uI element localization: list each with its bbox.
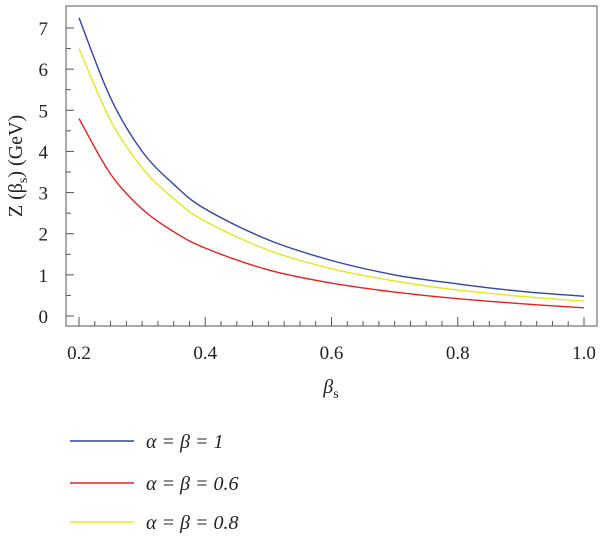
y-tick-label: 4: [39, 142, 49, 163]
x-tick-label: 0.8: [446, 343, 470, 364]
y-tick-label: 6: [39, 60, 49, 81]
y-tick-label: 2: [39, 225, 49, 246]
y-axis-label: Z (βs) (GeV): [5, 115, 31, 217]
series-lines: [78, 17, 585, 309]
y-axis-label-main: Z (β: [5, 183, 27, 217]
y-axis-label-sub: s: [16, 178, 31, 183]
y-axis-label-suffix: ) (GeV): [5, 115, 27, 178]
legend-label: α = β = 0.8: [146, 512, 238, 533]
series-line-0: [78, 17, 585, 297]
y-tick-label: 1: [39, 266, 49, 287]
series-line-2: [78, 48, 585, 302]
y-tick-label: 3: [39, 184, 49, 205]
legend-label: α = β = 0.6: [146, 473, 238, 495]
x-axis-label-sub: s: [333, 387, 338, 402]
axes: [65, 5, 598, 327]
y-tick-label: 0: [39, 307, 49, 328]
y-tick-label: 7: [39, 19, 49, 40]
x-tick-label: 1.0: [572, 343, 596, 364]
y-axis-ticks: 0 1 2 3 4 5 6 7: [39, 19, 74, 328]
x-axis-label-main: β: [322, 376, 333, 398]
legend-label: α = β = 1: [146, 431, 223, 453]
legend: α = β = 1 α = β = 0.6 α = β = 0.8: [70, 431, 238, 534]
series-line-1: [78, 118, 585, 309]
x-tick-label: 0.6: [320, 343, 344, 364]
x-axis-label: βs: [322, 376, 338, 402]
y-tick-label: 5: [39, 101, 49, 122]
x-axis-ticks: 0.2 0.4 0.6 0.8 1.0: [67, 317, 596, 364]
x-tick-label: 0.4: [193, 343, 217, 364]
x-tick-label: 0.2: [67, 343, 91, 364]
plot-frame: [65, 5, 598, 327]
